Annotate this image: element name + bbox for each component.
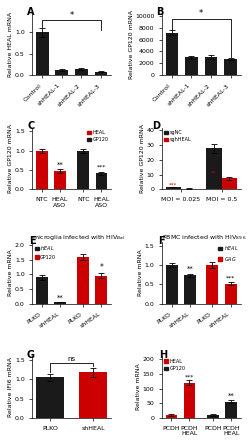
- Text: ***: ***: [226, 275, 236, 280]
- Bar: [165, 187, 181, 189]
- Y-axis label: Relative mRNA: Relative mRNA: [8, 249, 13, 296]
- Bar: [94, 72, 107, 75]
- Bar: [55, 70, 68, 75]
- Bar: [206, 265, 218, 304]
- Bar: [36, 378, 64, 418]
- Text: D: D: [153, 121, 160, 132]
- Bar: [225, 402, 237, 418]
- Legend: $HEAL$, $GAG$: $HEAL$, $GAG$: [218, 244, 238, 263]
- Text: **: **: [211, 170, 217, 176]
- Bar: [181, 188, 196, 189]
- Bar: [184, 275, 196, 304]
- Text: E: E: [29, 236, 35, 246]
- Bar: [79, 372, 107, 418]
- Text: **: **: [56, 161, 63, 167]
- Text: ns: ns: [67, 356, 76, 363]
- Y-axis label: Relative GP120 mRNA: Relative GP120 mRNA: [128, 10, 133, 79]
- Text: **: **: [187, 266, 193, 272]
- Bar: [165, 265, 178, 304]
- Bar: [165, 33, 178, 75]
- Bar: [54, 302, 66, 304]
- Bar: [54, 171, 66, 189]
- Text: B: B: [156, 7, 164, 17]
- Bar: [221, 178, 237, 189]
- Text: A: A: [27, 7, 34, 17]
- Legend: $HEAL$, GP120: $HEAL$, GP120: [35, 244, 56, 260]
- Y-axis label: Relative GP120 mRNA: Relative GP120 mRNA: [140, 124, 145, 193]
- Bar: [36, 277, 48, 304]
- Text: ***: ***: [97, 165, 106, 170]
- Legend: HEAL, GP120: HEAL, GP120: [87, 130, 108, 143]
- Bar: [95, 276, 107, 304]
- Y-axis label: Relative mRNA: Relative mRNA: [138, 249, 143, 296]
- Text: **: **: [57, 294, 64, 301]
- Text: F: F: [158, 236, 165, 246]
- Bar: [95, 173, 107, 189]
- Bar: [225, 284, 237, 304]
- Text: *: *: [99, 263, 103, 272]
- Bar: [36, 151, 48, 189]
- Legend: sgNC, sghHEAL: sgNC, sghHEAL: [164, 130, 191, 143]
- Y-axis label: Relative GP120 mRNA: Relative GP120 mRNA: [8, 124, 13, 193]
- Legend: HEAL, GP120: HEAL, GP120: [164, 359, 186, 371]
- Text: microglia infected with HIV$_{Bal}$: microglia infected with HIV$_{Bal}$: [32, 233, 125, 242]
- Text: G: G: [26, 350, 34, 360]
- Text: ***: ***: [185, 374, 194, 379]
- Text: C: C: [27, 121, 34, 132]
- Text: ***: ***: [169, 182, 177, 187]
- Bar: [77, 257, 89, 304]
- Text: *: *: [69, 11, 74, 20]
- Bar: [77, 151, 89, 189]
- Bar: [205, 57, 217, 75]
- Text: H: H: [159, 350, 167, 360]
- Bar: [185, 57, 198, 75]
- Bar: [224, 59, 237, 75]
- Bar: [206, 148, 221, 189]
- Text: PBMC infected with HIV$_{89.6}$: PBMC infected with HIV$_{89.6}$: [162, 233, 247, 242]
- Bar: [207, 415, 219, 418]
- Y-axis label: Relative HEAL mRNA: Relative HEAL mRNA: [8, 11, 13, 77]
- Text: **: **: [228, 393, 234, 399]
- Y-axis label: Relative IFI6 mRNA: Relative IFI6 mRNA: [8, 357, 13, 417]
- Bar: [165, 415, 177, 418]
- Bar: [184, 383, 195, 418]
- Bar: [75, 69, 88, 75]
- Y-axis label: Relative mRNA: Relative mRNA: [136, 364, 141, 411]
- Text: *: *: [199, 9, 203, 18]
- Bar: [36, 33, 49, 75]
